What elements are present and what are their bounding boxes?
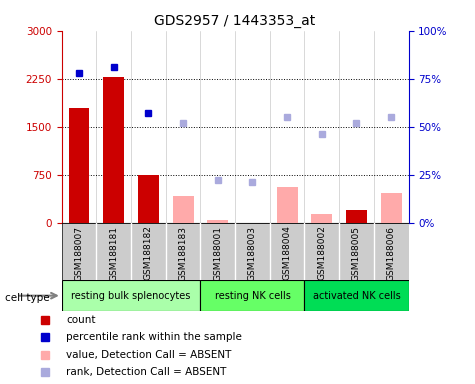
Bar: [173, 196, 193, 223]
Text: GSM188003: GSM188003: [248, 225, 257, 281]
Bar: [208, 220, 228, 223]
Bar: [62, 280, 200, 311]
Text: GSM188001: GSM188001: [213, 225, 222, 281]
Bar: [104, 78, 124, 223]
Bar: [381, 193, 401, 223]
Bar: [304, 280, 408, 311]
Text: GSM188002: GSM188002: [317, 225, 326, 280]
Bar: [277, 187, 297, 223]
Text: cell type: cell type: [5, 293, 49, 303]
Bar: [312, 214, 332, 223]
Bar: [200, 280, 304, 311]
Text: activated NK cells: activated NK cells: [313, 291, 400, 301]
Text: GSM188181: GSM188181: [109, 225, 118, 281]
Bar: [346, 210, 367, 223]
Text: GSM188006: GSM188006: [387, 225, 396, 281]
Title: GDS2957 / 1443353_at: GDS2957 / 1443353_at: [154, 14, 316, 28]
Text: resting bulk splenocytes: resting bulk splenocytes: [71, 291, 191, 301]
Bar: [69, 108, 89, 223]
Text: GSM188183: GSM188183: [179, 225, 188, 281]
Text: value, Detection Call = ABSENT: value, Detection Call = ABSENT: [66, 350, 232, 360]
Text: rank, Detection Call = ABSENT: rank, Detection Call = ABSENT: [66, 367, 227, 377]
Bar: [138, 175, 159, 223]
Text: GSM188005: GSM188005: [352, 225, 361, 281]
Text: count: count: [66, 315, 96, 325]
Text: GSM188007: GSM188007: [75, 225, 84, 281]
Text: percentile rank within the sample: percentile rank within the sample: [66, 333, 242, 343]
Text: GSM188182: GSM188182: [144, 225, 153, 280]
Text: resting NK cells: resting NK cells: [215, 291, 290, 301]
Text: GSM188004: GSM188004: [283, 225, 292, 280]
